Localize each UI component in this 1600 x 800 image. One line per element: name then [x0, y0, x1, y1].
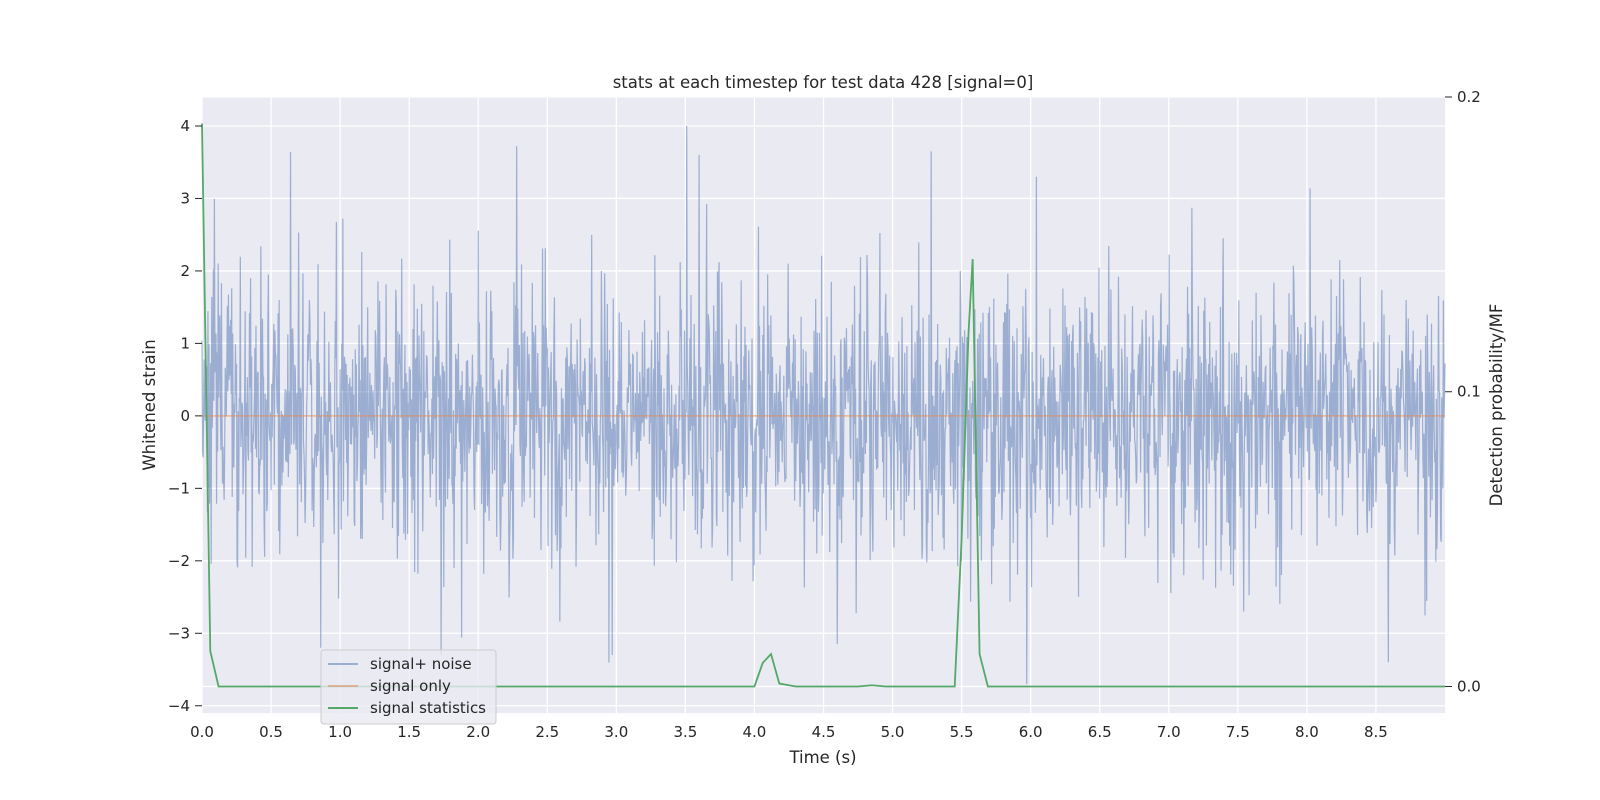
y2-tick-label: 0.1 [1457, 383, 1481, 401]
y-tick-label: 4 [180, 117, 190, 135]
chart-title: stats at each timestep for test data 428… [613, 73, 1034, 92]
x-tick-label: 2.5 [535, 723, 559, 741]
legend-label-signal-noise: signal+ noise [370, 655, 472, 673]
y2-axis-label: Detection probability/MF [1487, 304, 1506, 507]
x-tick-label: 7.5 [1226, 723, 1250, 741]
y-tick-label: 2 [180, 262, 190, 280]
y-tick-label: 3 [180, 189, 190, 207]
x-tick-label: 1.5 [397, 723, 421, 741]
y-axis: 4 3 2 1 0 −1 −2 −3 −4 [168, 117, 202, 715]
x-tick-label: 4.5 [812, 723, 836, 741]
y-tick-label: −3 [168, 624, 190, 642]
x-tick-label: 0.5 [259, 723, 283, 741]
x-tick-label: 1.0 [328, 723, 352, 741]
x-tick-label: 5.5 [950, 723, 974, 741]
x-tick-label: 3.5 [673, 723, 697, 741]
y-tick-label: −4 [168, 697, 190, 715]
x-tick-label: 0.0 [190, 723, 214, 741]
y2-tick-label: 0.0 [1457, 677, 1481, 695]
x-tick-label: 8.5 [1364, 723, 1388, 741]
legend-box [320, 649, 497, 725]
y2-tick-label: 0.2 [1457, 88, 1481, 106]
y-tick-label: −2 [168, 552, 190, 570]
x-tick-label: 6.0 [1019, 723, 1043, 741]
legend-label-signal-only: signal only [370, 677, 451, 695]
x-tick-label: 3.0 [604, 723, 628, 741]
y2-axis: 0.2 0.1 0.0 [1445, 88, 1481, 695]
grid [201, 96, 1445, 713]
x-tick-label: 8.0 [1295, 723, 1319, 741]
x-tick-label: 6.5 [1088, 723, 1112, 741]
y-tick-label: 0 [180, 407, 190, 425]
x-axis-label: Time (s) [788, 748, 856, 767]
legend: signal+ noise signal only signal statist… [320, 649, 497, 725]
x-tick-label: 2.0 [466, 723, 490, 741]
series-signal-noise-line [201, 125, 1446, 685]
y-tick-label: 1 [180, 334, 190, 352]
legend-label-signal-statistics: signal statistics [370, 699, 486, 717]
y-tick-label: −1 [168, 479, 190, 497]
y-axis-label: Whitened strain [140, 339, 159, 470]
x-tick-label: 4.0 [743, 723, 767, 741]
x-tick-label: 5.0 [881, 723, 905, 741]
x-tick-label: 7.0 [1157, 723, 1181, 741]
x-axis: 0.0 0.5 1.0 1.5 2.0 2.5 3.0 3.5 4.0 4.5 5.0 5.5 6.0 6… [190, 723, 1388, 741]
